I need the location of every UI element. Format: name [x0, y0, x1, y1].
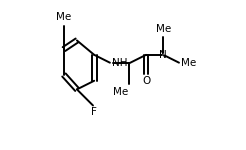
- Text: N: N: [159, 50, 167, 60]
- Text: Me: Me: [156, 24, 171, 34]
- Text: Me: Me: [113, 87, 128, 97]
- Text: NH: NH: [112, 58, 128, 69]
- Text: Me: Me: [181, 58, 197, 69]
- Text: F: F: [91, 107, 97, 117]
- Text: Me: Me: [56, 12, 72, 22]
- Text: O: O: [142, 76, 150, 86]
